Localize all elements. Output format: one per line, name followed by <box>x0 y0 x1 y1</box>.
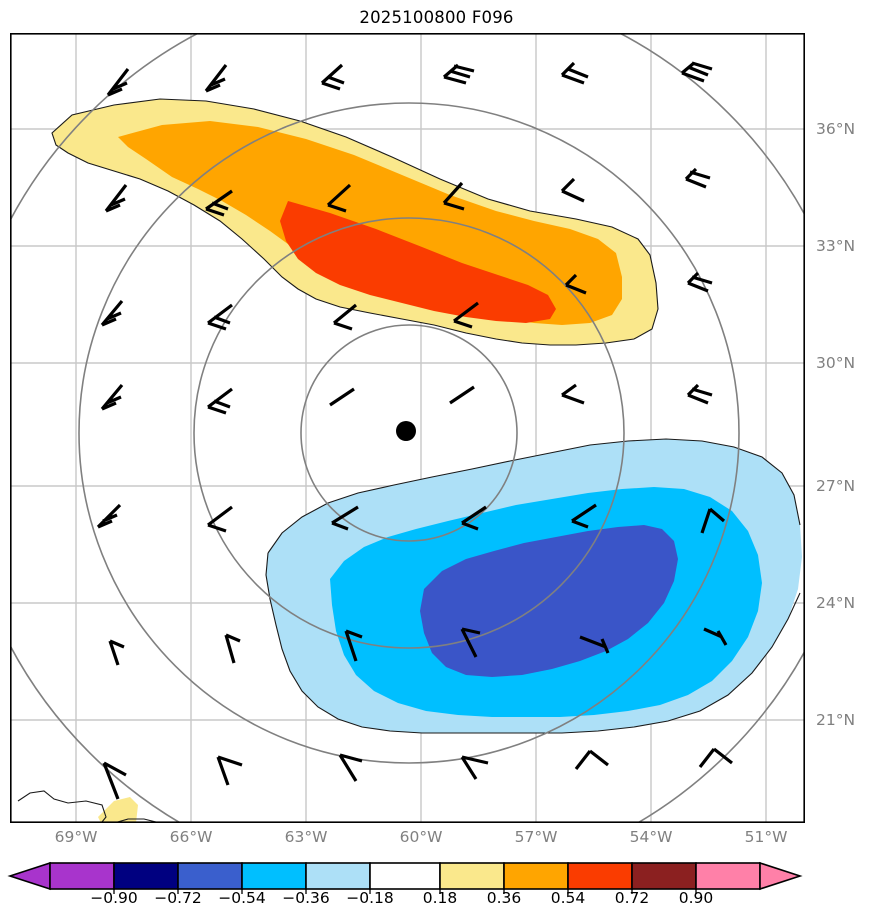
wind-barb <box>461 505 487 531</box>
colorbar-tick-9: 0.90 <box>678 889 714 907</box>
wind-barb <box>100 383 124 411</box>
wind-barb <box>102 761 127 800</box>
cb-cell-over <box>759 861 803 891</box>
wind-barb <box>449 385 475 405</box>
wind-barb <box>686 383 713 405</box>
wind-barb <box>207 387 233 415</box>
wind-barbs <box>96 61 733 800</box>
colorbar-tick-2: −0.54 <box>218 889 266 907</box>
cb-cell-6 <box>439 862 505 890</box>
shade-fill-p054 <box>280 201 556 323</box>
cb-cell-1 <box>113 862 179 890</box>
shade-fill-small-positive <box>98 797 138 823</box>
wind-barb <box>204 64 228 93</box>
colorbar-tick-1: −0.72 <box>154 889 202 907</box>
cb-cell-0 <box>49 862 115 890</box>
wind-barb <box>571 503 597 529</box>
ytick-label-0: 36°N <box>816 120 856 138</box>
xtick-label-0: 69°W <box>54 828 98 846</box>
colorbar-tick-5: 0.18 <box>422 889 458 907</box>
wind-barb <box>331 505 359 531</box>
wind-barb <box>338 753 363 782</box>
xtick-label-6: 51°W <box>744 828 788 846</box>
wind-barb <box>561 383 585 405</box>
cb-cell-9 <box>631 862 697 890</box>
cb-cell-under <box>7 861 51 891</box>
wind-barb <box>205 189 233 217</box>
xtick-label-4: 57°W <box>514 828 558 846</box>
wind-barb <box>442 63 475 85</box>
wind-barb <box>332 303 358 331</box>
wind-barb <box>320 63 345 91</box>
colorbar-tick-0: −0.90 <box>90 889 138 907</box>
wind-barb <box>460 627 481 658</box>
colorbar-tick-8: 0.72 <box>614 889 650 907</box>
wind-barb <box>684 167 711 189</box>
colorbar-tick-4: −0.18 <box>346 889 394 907</box>
colorbar[interactable] <box>0 858 873 924</box>
wind-barb <box>442 181 465 211</box>
colorbar-ticks <box>113 889 697 894</box>
ytick-label-5: 21°N <box>816 711 856 729</box>
wind-barb <box>216 755 243 786</box>
positive-anomaly-shading <box>52 99 658 345</box>
wind-barb <box>96 503 122 529</box>
colorbar-tick-3: −0.36 <box>282 889 330 907</box>
wind-barb <box>574 749 609 770</box>
xtick-label-2: 63°W <box>284 828 328 846</box>
wind-barb <box>686 271 713 293</box>
contour-lines <box>17 98 801 823</box>
wind-barb <box>560 177 585 203</box>
wind-barb <box>698 747 733 768</box>
wind-barb <box>564 273 587 295</box>
shade-fill-p036 <box>118 121 622 325</box>
colorbar-tick-6: 0.36 <box>486 889 522 907</box>
storm-center-dot[interactable] <box>396 421 416 441</box>
cb-cell-10 <box>695 862 761 890</box>
colorbar-tick-7: 0.54 <box>550 889 586 907</box>
wind-barb <box>104 184 128 213</box>
wind-barb <box>700 507 726 534</box>
wind-barb <box>703 627 728 646</box>
cb-cell-2 <box>177 862 243 890</box>
wind-barb <box>108 639 125 666</box>
wind-barb <box>579 635 610 654</box>
wind-barb <box>106 68 130 97</box>
colorbar-cells <box>7 861 803 891</box>
shade-fill-n054 <box>420 525 678 677</box>
range-rings <box>10 33 805 823</box>
negative-anomaly-shading <box>266 439 802 733</box>
xtick-label-3: 60°W <box>399 828 443 846</box>
wind-barb <box>207 505 233 533</box>
map-canvas[interactable] <box>10 33 805 823</box>
ytick-label-4: 24°N <box>816 594 856 612</box>
wind-barb <box>224 633 241 664</box>
cb-cell-3 <box>241 862 307 890</box>
cb-cell-5 <box>369 862 441 890</box>
wind-barb <box>453 301 479 329</box>
wind-barb <box>326 183 352 213</box>
wind-barb <box>329 387 355 407</box>
page-title: 2025100800 F096 <box>359 8 514 27</box>
plot-border <box>10 33 805 823</box>
ytick-label-2: 30°N <box>816 354 856 372</box>
cb-cell-7 <box>503 862 569 890</box>
wind-barb <box>100 299 124 327</box>
cb-cell-8 <box>567 862 633 890</box>
colorbar-svg[interactable] <box>0 858 873 898</box>
wind-barb <box>460 755 489 780</box>
wind-barb <box>207 303 233 331</box>
xtick-label-5: 54°W <box>629 828 673 846</box>
cb-cell-4 <box>305 862 371 890</box>
xtick-label-1: 66°W <box>169 828 213 846</box>
ytick-label-1: 33°N <box>816 237 856 255</box>
wind-barb <box>680 61 713 83</box>
wind-barb <box>560 61 589 85</box>
ytick-label-3: 27°N <box>816 477 856 495</box>
wind-barb <box>344 629 363 662</box>
map-plot-area[interactable] <box>10 33 805 823</box>
